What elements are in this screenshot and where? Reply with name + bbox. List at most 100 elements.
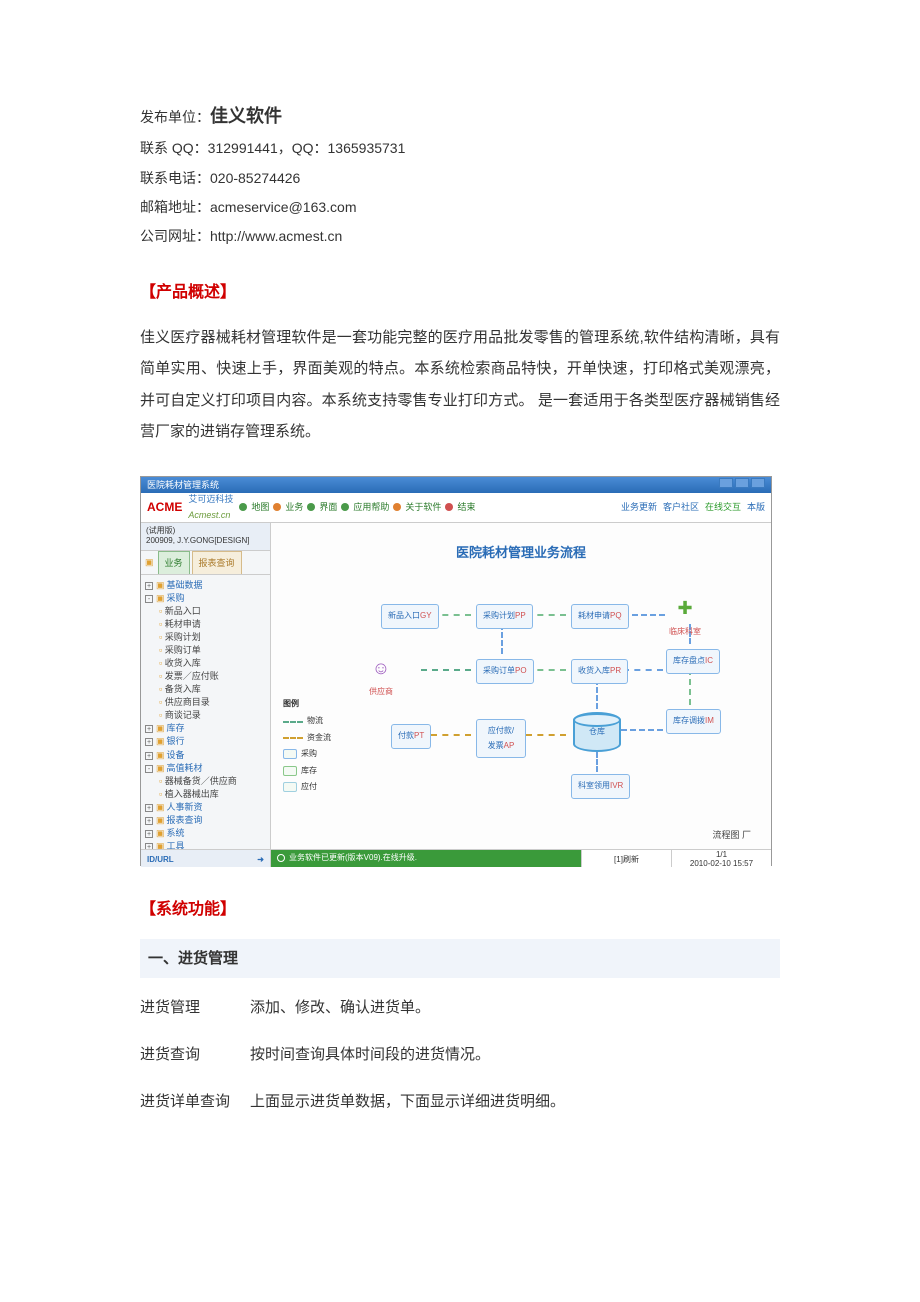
tree-node[interactable]: -▣高值耗材 <box>145 762 266 775</box>
tree-node[interactable]: +▣人事新资 <box>145 801 266 814</box>
legend-swatch <box>283 721 303 723</box>
legend-row: 应付 <box>283 780 353 794</box>
legend-label: 资金流 <box>307 731 331 745</box>
tree-node[interactable]: ▫ 器械备货／供应商 <box>145 775 266 788</box>
sidebar-tab-business[interactable]: 业务 <box>158 551 190 574</box>
flow-node[interactable]: 付款PT <box>391 724 431 748</box>
flow-node[interactable]: 应付款/发票AP <box>476 719 526 758</box>
expand-icon[interactable]: - <box>145 595 153 603</box>
expand-icon[interactable]: + <box>145 752 153 760</box>
publisher-label: 发布单位： <box>140 109 210 125</box>
flow-node[interactable]: 库存盘点IC <box>666 649 720 673</box>
tree-node[interactable]: ▫ 耗材申请 <box>145 618 266 631</box>
flow-node[interactable]: 采购订单PO <box>476 659 534 683</box>
folder-icon: ▣ <box>141 551 156 574</box>
hr-version[interactable]: 本版 <box>747 499 765 515</box>
tree-node[interactable]: +▣设备 <box>145 749 266 762</box>
tree-node[interactable]: ▫ 采购计划 <box>145 631 266 644</box>
tree-label: 高值耗材 <box>167 763 203 773</box>
expand-icon[interactable]: + <box>145 830 153 838</box>
function-label: 进货查询 <box>140 1041 250 1068</box>
hr-community[interactable]: 客户社区 <box>663 499 699 515</box>
expand-icon[interactable]: + <box>145 804 153 812</box>
folder-icon: ▣ <box>156 802 165 812</box>
flow-node-label: 新品入口 <box>388 611 420 620</box>
hr-update[interactable]: 业务更新 <box>621 499 657 515</box>
tree-node[interactable]: ▫ 收货入库 <box>145 657 266 670</box>
tree-node[interactable]: -▣采购 <box>145 592 266 605</box>
tree-label: 银行 <box>167 736 185 746</box>
toolbar-item[interactable]: 应用帮助 <box>353 499 389 515</box>
status-refresh[interactable]: [1]刷新 <box>581 850 671 867</box>
tree-node[interactable]: ▫ 备货入库 <box>145 683 266 696</box>
expand-icon[interactable]: - <box>145 765 153 773</box>
flow-node[interactable]: 科室领用IVR <box>571 774 630 798</box>
toolbar-item[interactable]: 业务 <box>285 499 303 515</box>
warehouse-label: 仓库 <box>589 725 605 739</box>
flow-title: 医院耗材管理业务流程 <box>271 523 771 574</box>
toolbar-icon <box>307 503 315 511</box>
flow-node-code: IM <box>705 716 714 725</box>
toolbar-icon <box>341 503 349 511</box>
tree-node[interactable]: +▣银行 <box>145 735 266 748</box>
refresh-icon[interactable] <box>277 854 285 862</box>
expand-icon[interactable]: + <box>145 738 153 746</box>
toolbar-item[interactable]: 界面 <box>319 499 337 515</box>
folder-icon: ▣ <box>156 815 165 825</box>
flow-node-label: 耗材申请 <box>578 611 610 620</box>
qq-line: 联系 QQ：312991441，QQ：1365935731 <box>140 136 780 161</box>
tree-node[interactable]: +▣基础数据 <box>145 579 266 592</box>
actor-icon: ☺ <box>369 652 393 684</box>
tree-node[interactable]: ▫ 采购订单 <box>145 644 266 657</box>
status-arrow-icon[interactable]: ➜ <box>257 853 264 867</box>
legend-title: 图例 <box>283 697 353 711</box>
flow-node[interactable]: 库存调拨IM <box>666 709 721 733</box>
overview-body: 佳义医疗器械耗材管理软件是一套功能完整的医疗用品批发零售的管理系统,软件结构清晰… <box>140 322 780 448</box>
expand-icon[interactable]: + <box>145 582 153 590</box>
phone-line: 联系电话：020-85274426 <box>140 166 780 191</box>
flow-node[interactable]: 新品入口GY <box>381 604 439 628</box>
tree-label: 采购计划 <box>165 632 201 642</box>
functions-title: 【系统功能】 <box>140 896 780 925</box>
flow-warehouse[interactable]: 仓库 <box>573 712 621 752</box>
tree-node[interactable]: +▣系统 <box>145 827 266 840</box>
tree-node[interactable]: ▫ 植入器械出库 <box>145 788 266 801</box>
publisher-line: 发布单位：佳义软件 <box>140 100 780 132</box>
tree-node[interactable]: ▫ 商谈记录 <box>145 709 266 722</box>
toolbar-icon <box>393 503 401 511</box>
tree-node[interactable]: +▣报表查询 <box>145 814 266 827</box>
user-id: 200909, J.Y.GONG[DESIGN] <box>146 536 265 546</box>
tree-label: 工具 <box>167 841 185 849</box>
hr-online[interactable]: 在线交互 <box>705 499 741 515</box>
sidebar-userinfo: (试用版) 200909, J.Y.GONG[DESIGN] <box>141 523 270 551</box>
actor-icon: ✚ <box>669 592 701 624</box>
statusbar: ID/URL ➜ 业务软件已更新(版本V09).在线升级. [1]刷新 1/1 … <box>141 849 771 867</box>
flow-node-code: PP <box>515 611 526 620</box>
tree-node[interactable]: ▫ 发票／应付账 <box>145 670 266 683</box>
flow-node[interactable]: 收货入库PR <box>571 659 628 683</box>
toolbar-item[interactable]: 结束 <box>457 499 475 515</box>
tree-node[interactable]: ▫ 供应商目录 <box>145 696 266 709</box>
window-buttons[interactable] <box>717 477 765 493</box>
legend: 图例物流资金流采购库存应付 <box>283 697 353 796</box>
actor-label: 临床科室 <box>669 625 701 639</box>
function-row: 进货管理添加、修改、确认进货单。 <box>140 994 780 1021</box>
sidebar-tab-reports[interactable]: 报表查询 <box>192 551 242 574</box>
user-trial: (试用版) <box>146 526 265 536</box>
tree-node[interactable]: +▣库存 <box>145 722 266 735</box>
expand-icon[interactable]: + <box>145 817 153 825</box>
flow-node-label: 收货入库 <box>578 666 610 675</box>
flow-node[interactable]: 耗材申请PQ <box>571 604 629 628</box>
expand-icon[interactable]: + <box>145 843 153 849</box>
expand-icon[interactable]: + <box>145 725 153 733</box>
toolbar-item[interactable]: 地图 <box>251 499 269 515</box>
folder-icon: ▣ <box>156 750 165 760</box>
tree-node[interactable]: +▣工具 <box>145 840 266 849</box>
tree-label: 器械备货／供应商 <box>165 776 237 786</box>
flow-node[interactable]: 采购计划PP <box>476 604 533 628</box>
folder-icon: ▣ <box>156 763 165 773</box>
tree-node[interactable]: ▫ 新品入口 <box>145 605 266 618</box>
status-paging: 1/1 2010-02-10 15:57 <box>671 850 771 867</box>
status-update-msg: 业务软件已更新(版本V09).在线升级. <box>289 851 417 865</box>
toolbar-item[interactable]: 关于软件 <box>405 499 441 515</box>
